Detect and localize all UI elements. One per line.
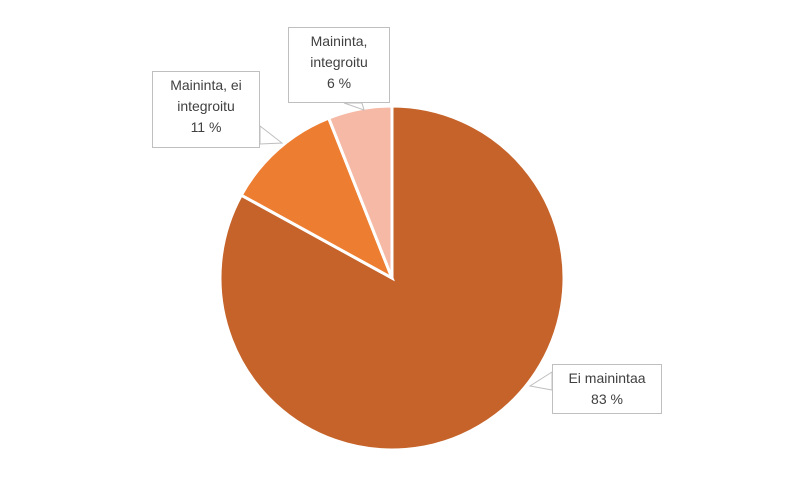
value-label: 11 % [190, 119, 222, 135]
data-label: Maininta, integroitu 6 % [288, 27, 390, 103]
data-label: Maininta, ei integroitu 11 % [152, 71, 260, 148]
callout-pointer [259, 124, 284, 145]
category-label: Ei mainintaa [568, 370, 646, 386]
pie-slice [239, 116, 395, 282]
category-label: Maininta, integroitu [310, 33, 368, 70]
category-label: Maininta, ei integroitu [170, 77, 242, 114]
callout-pointer [343, 102, 365, 111]
value-label: 6 % [326, 75, 352, 91]
value-label: 83 % [591, 391, 623, 407]
data-label: Ei mainintaa 83 % [552, 364, 662, 414]
